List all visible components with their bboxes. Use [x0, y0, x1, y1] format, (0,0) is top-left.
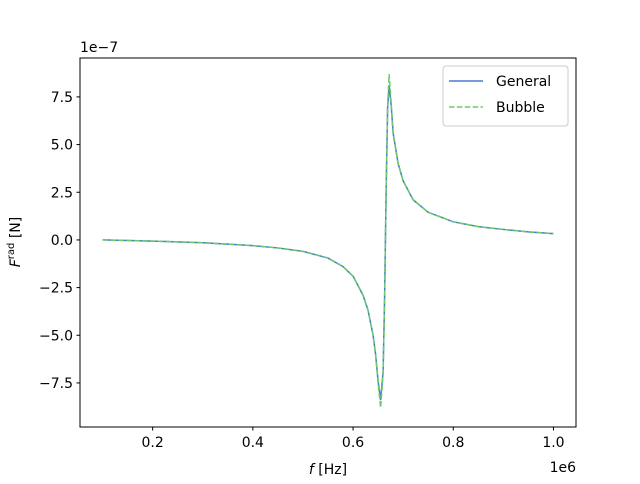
y-tick-label: −7.5 [39, 376, 73, 392]
y-tick-label: −5.0 [39, 328, 73, 344]
axes-frame [79, 57, 577, 428]
y-tick-label: 7.5 [51, 90, 73, 106]
y-label-symbol: F [8, 258, 24, 267]
y-label-unit: [N] [8, 217, 24, 238]
x-tick-label: 0.8 [442, 435, 464, 451]
x-tick-label: 1.0 [542, 435, 564, 451]
x-offset-label: 1e6 [550, 460, 577, 476]
y-axis-label: Frad [N] [2, 217, 24, 268]
y-tick-label: 5.0 [51, 138, 73, 154]
legend-label: Bubble [496, 100, 545, 116]
x-tick-label: 0.4 [242, 435, 264, 451]
data-line [102, 73, 554, 408]
legend-label: General [496, 74, 551, 90]
x-label-unit: [Hz] [318, 462, 347, 478]
y-tick-label: 0.0 [51, 233, 73, 249]
x-tick-label: 0.2 [142, 435, 164, 451]
x-axis-label: f [Hz] [309, 462, 347, 478]
x-tick-label: 0.6 [342, 435, 364, 451]
x-label-symbol: f [309, 462, 316, 478]
y-label-sup: rad [6, 243, 17, 260]
y-offset-label: 1e−7 [80, 40, 118, 56]
data-line [102, 85, 554, 401]
y-tick-label: 2.5 [51, 185, 73, 201]
y-tick-label: −2.5 [39, 281, 73, 297]
